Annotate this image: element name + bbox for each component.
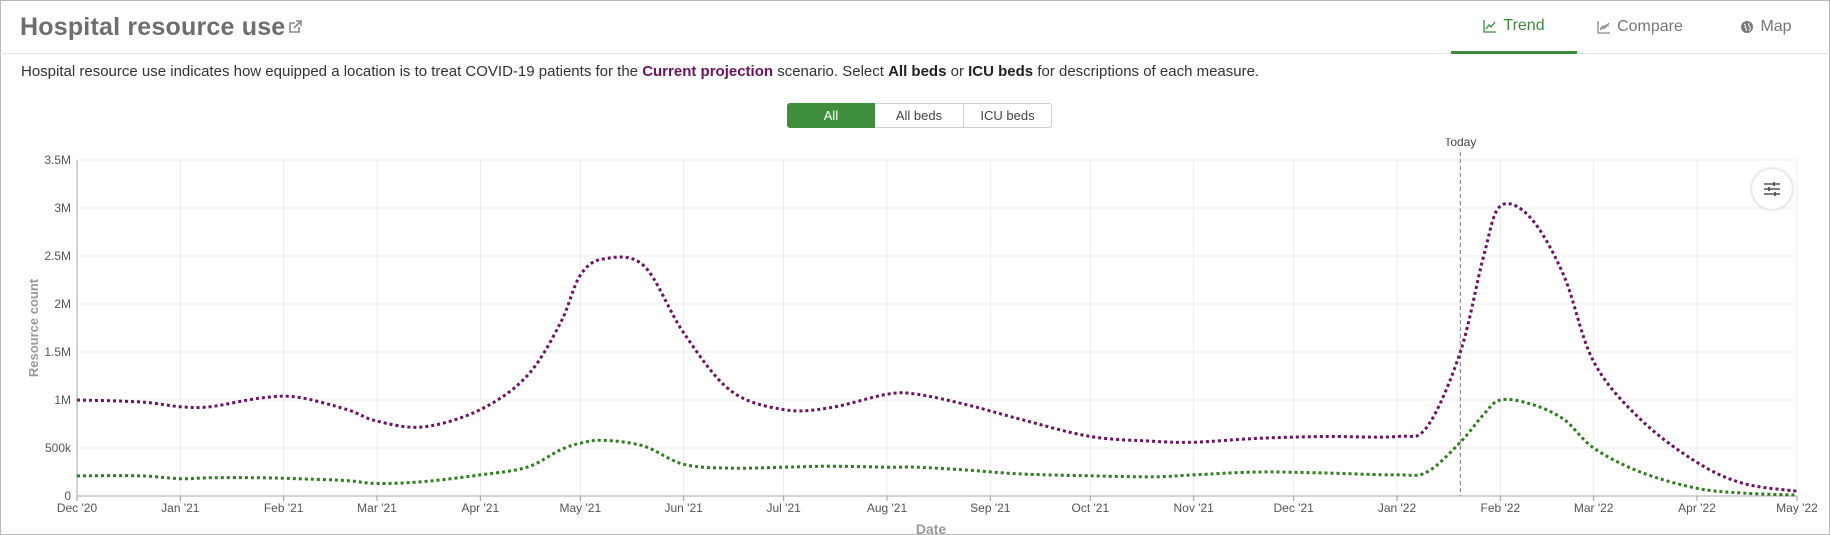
tab-trend-label: Trend: [1503, 16, 1545, 34]
toggle-all-button[interactable]: All: [787, 103, 875, 128]
description: Hospital resource use indicates how equi…: [21, 63, 1259, 80]
all-beds-emphasis: All beds: [888, 63, 947, 80]
description-text-3: or: [946, 63, 969, 80]
x-tick-label: Nov '21: [1174, 501, 1215, 515]
series-line-1: [76, 397, 1798, 497]
page-title: Hospital resource use: [20, 13, 286, 41]
x-tick-label: Apr '21: [462, 501, 500, 515]
sliders-icon: [1764, 182, 1780, 196]
x-tick-label: Dec '21: [1274, 501, 1315, 515]
today-label: Today: [1444, 138, 1476, 149]
globe-icon: [1741, 21, 1754, 33]
tab-compare[interactable]: Compare: [1577, 0, 1703, 54]
tab-trend[interactable]: Trend: [1451, 0, 1577, 54]
y-tick-label: 0: [64, 489, 71, 503]
scenario-name: Current projection: [642, 63, 774, 80]
x-tick-label: May '22: [1776, 501, 1818, 515]
x-tick-label: Jan '22: [1378, 501, 1417, 515]
x-axis-title: Date: [916, 521, 947, 535]
x-tick-label: Mar '22: [1574, 501, 1614, 515]
view-tabs: Trend Compare Map: [1451, 0, 1829, 54]
trend-icon: [1483, 19, 1497, 33]
description-text: Hospital resource use indicates how equi…: [21, 63, 643, 80]
compare-icon: [1597, 21, 1611, 34]
description-text-4: for descriptions of each measure.: [1033, 63, 1260, 80]
x-tick-label: Mar '21: [357, 501, 397, 515]
x-tick-label: Dec '20: [57, 501, 98, 515]
tab-map-label: Map: [1760, 18, 1792, 35]
x-tick-label: May '21: [560, 501, 602, 515]
y-tick-label: 500k: [45, 441, 72, 455]
x-tick-label: Jan '21: [161, 501, 200, 515]
description-text-2: scenario. Select: [773, 63, 889, 80]
tab-compare-label: Compare: [1617, 18, 1683, 35]
tab-map[interactable]: Map: [1703, 0, 1829, 54]
x-tick-label: Feb '21: [264, 501, 304, 515]
x-tick-label: Sep '21: [970, 501, 1011, 515]
x-tick-label: Jul '21: [767, 501, 802, 515]
chart-settings-button[interactable]: [1752, 169, 1792, 209]
external-link-icon[interactable]: [287, 19, 303, 35]
resource-chart: 0 500k 1M 1.5M 2M 2.5M 3M 3.5M Dec '20 Jan '21 Feb…: [26, 138, 1818, 535]
y-tick-label: 1M: [54, 393, 71, 407]
x-tick-label: Oct '21: [1072, 501, 1110, 515]
series-line-0: [76, 202, 1798, 493]
x-tick-label: Aug '21: [867, 501, 908, 515]
x-tick-label: Jun '21: [665, 501, 704, 515]
icu-beds-emphasis: ICU beds: [968, 63, 1034, 80]
x-tick-label: Apr '22: [1678, 501, 1716, 515]
header: Hospital resource use Trend Compare: [0, 0, 1830, 54]
y-axis-title: Resource count: [26, 278, 41, 377]
bed-type-toggle: All All beds ICU beds: [787, 103, 1052, 128]
y-tick-label: 2M: [54, 297, 71, 311]
y-tick-label: 2.5M: [44, 249, 71, 263]
y-tick-label: 1.5M: [44, 345, 71, 359]
x-tick-label: Feb '22: [1481, 501, 1521, 515]
y-tick-label: 3.5M: [44, 153, 71, 167]
toggle-all-beds-button[interactable]: All beds: [875, 103, 964, 128]
y-tick-label: 3M: [54, 201, 71, 215]
toggle-icu-beds-button[interactable]: ICU beds: [964, 103, 1052, 128]
